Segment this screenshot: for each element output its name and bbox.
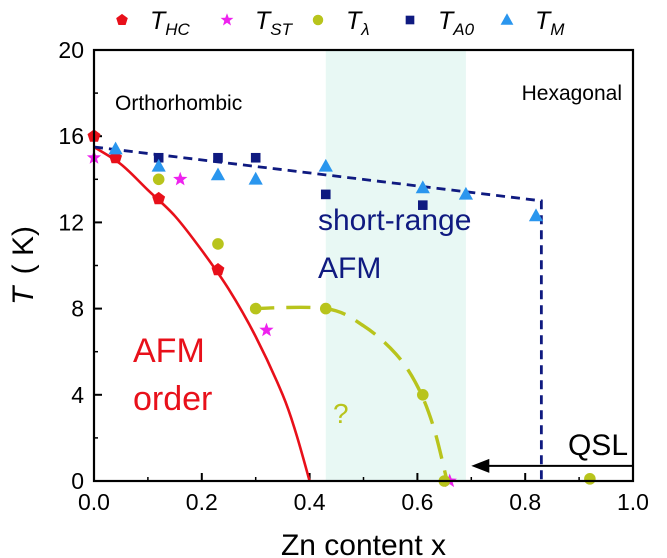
point-T_lambda [212,238,224,250]
y-tick-label: 8 [71,296,84,322]
label-afm: AFM [133,332,205,370]
legend-main: T [255,7,272,35]
legend-item-T_ST: TST [220,7,294,39]
x-tick-label: 0.2 [186,489,218,515]
y-axis-unit: ( K) [7,226,40,274]
legend-sub: HC [165,20,190,39]
point-T_lambda [584,473,596,485]
point-T_lambda [319,302,332,315]
shaded-region [325,50,466,481]
point-T_M [108,141,123,155]
legend-sub: ST [270,20,293,39]
x-tick-label: 0.6 [401,489,433,515]
point-T_HC [211,263,225,276]
label-qsl: QSL [568,429,628,462]
point-T_A0 [250,152,261,163]
legend-main: T [535,7,552,35]
legend-marker-T_M [500,13,514,25]
x-tick-label: 1.0 [617,489,649,515]
point-T_A0 [417,200,428,210]
legend-main: T [150,7,167,35]
x-axis-label: Zn content x [281,529,446,558]
label-orthorhombic: Orthorhombic [115,92,242,115]
x-tick-label: 0.0 [78,489,110,515]
y-tick-label: 12 [58,209,84,235]
tick-labels: 0.0 0.2 0.4 0.6 0.8 1.0 0 4 8 12 16 20 [58,37,649,515]
series-T_A0 [153,152,428,210]
legend-label-T_A0: TA0 [438,7,475,39]
point-T_M [210,167,226,181]
point-T_A0 [213,152,223,163]
point-T_A0 [153,152,164,163]
point-T_M [248,171,263,185]
x-tick-label: 0.4 [294,489,326,515]
legend-sub: A0 [452,20,474,39]
legend: THC TST Tλ TA0 TM [116,7,565,39]
legend-main: T [438,7,455,35]
point-T_M [318,158,333,172]
legend-marker-T_ST [220,13,234,26]
legend-marker-T_A0 [405,15,415,25]
point-T_lambda [152,173,165,186]
point-T_lambda [249,302,262,315]
label-hexagonal: Hexagonal [522,82,622,105]
y-axis-symbol: T [7,284,40,305]
annotations: Orthorhombic Hexagonal short-range AFM AFM or… [115,82,628,462]
legend-item-T_A0: TA0 [405,7,475,39]
point-T_M [458,186,473,200]
legend-sub: λ [360,20,369,39]
plot-frame [92,48,635,483]
y-tick-label: 4 [71,382,84,408]
legend-main: T [346,7,363,35]
point-T_ST [173,171,188,186]
y-axis-label: T ( K) [7,226,40,305]
point-T_M [151,158,166,172]
legend-sub: M [550,20,565,39]
legend-label-T_M: TM [535,7,565,39]
legend-marker-T_lambda [312,14,324,26]
point-T_M [528,208,544,222]
legend-label-T_HC: THC [150,7,191,39]
x-tick-label: 0.8 [509,489,541,515]
qsl-arrow-head [471,458,490,473]
point-T_HC [152,191,166,205]
point-T_lambda [416,389,429,401]
short-range-boundary-dashed [93,145,543,481]
legend-marker-T_HC [116,13,128,25]
legend-item-T_lambda: Tλ [312,7,370,39]
label-short-range: short-range [318,204,471,237]
y-tick-label: 16 [58,123,84,149]
y-tick-label: 0 [71,468,84,494]
label-order: order [133,380,212,418]
label-question: ? [333,398,349,429]
point-T_A0 [320,189,331,200]
point-T_M [415,180,430,194]
legend-item-T_M: TM [500,7,565,39]
point-T_ST [259,322,274,337]
y-tick-label: 20 [58,37,84,63]
afm-boundary-line [93,145,311,482]
legend-label-T_lambda: Tλ [346,7,370,39]
label-short-range-afm: AFM [318,252,381,285]
series-T_M [108,141,544,222]
legend-label-T_ST: TST [255,7,294,39]
legend-item-T_HC: THC [116,7,191,39]
